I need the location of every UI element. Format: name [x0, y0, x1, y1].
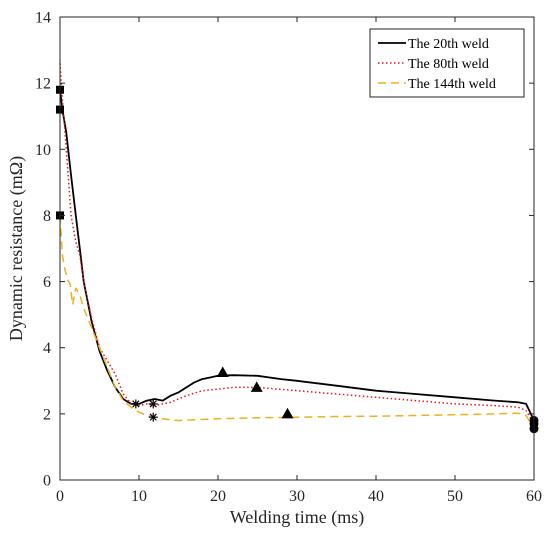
- triangle-marker: [250, 381, 263, 392]
- x-tick-label: 20: [210, 488, 226, 505]
- triangle-marker: [216, 366, 229, 378]
- series-line-the-144th-weld: [59, 215, 535, 430]
- legend: The 20th weld The 80th weld The 144th we…: [369, 28, 525, 98]
- series-line-the-20th-weld: [59, 89, 535, 421]
- x-tick-label: 60: [526, 488, 542, 505]
- asterisk-marker: [131, 399, 141, 409]
- y-axis: 0 2 4 6 8 10 12 14: [35, 10, 534, 490]
- x-tick-label: 50: [447, 488, 463, 505]
- legend-label-series-80th: The 80th weld: [408, 57, 489, 72]
- legend-label-series-144th: The 144th weld: [408, 77, 496, 92]
- y-tick-label: 12: [35, 76, 51, 93]
- asterisk-marker: [148, 399, 158, 409]
- series-line-the-80th-weld: [59, 63, 535, 425]
- series-layer: [59, 63, 535, 430]
- y-axis-label: Dynamic resistance (mΩ): [6, 156, 27, 341]
- y-tick-label: 8: [43, 208, 51, 225]
- x-axis: 0 10 20 30 40 50 60: [56, 17, 542, 505]
- y-tick-label: 2: [43, 406, 51, 423]
- x-tick-label: 0: [56, 488, 64, 505]
- legend-label-series-20th: The 20th weld: [408, 37, 489, 52]
- y-tick-label: 14: [35, 10, 51, 27]
- x-tick-label: 10: [131, 488, 147, 505]
- y-tick-label: 4: [43, 340, 51, 357]
- triangle-marker: [281, 407, 294, 419]
- x-tick-label: 30: [289, 488, 305, 505]
- y-tick-label: 6: [43, 274, 51, 291]
- x-axis-label: Welding time (ms): [230, 507, 365, 528]
- y-tick-label: 0: [43, 473, 51, 490]
- asterisk-marker: [148, 412, 158, 422]
- legend-box: [369, 28, 525, 98]
- x-tick-label: 40: [368, 488, 384, 505]
- y-tick-label: 10: [35, 142, 51, 159]
